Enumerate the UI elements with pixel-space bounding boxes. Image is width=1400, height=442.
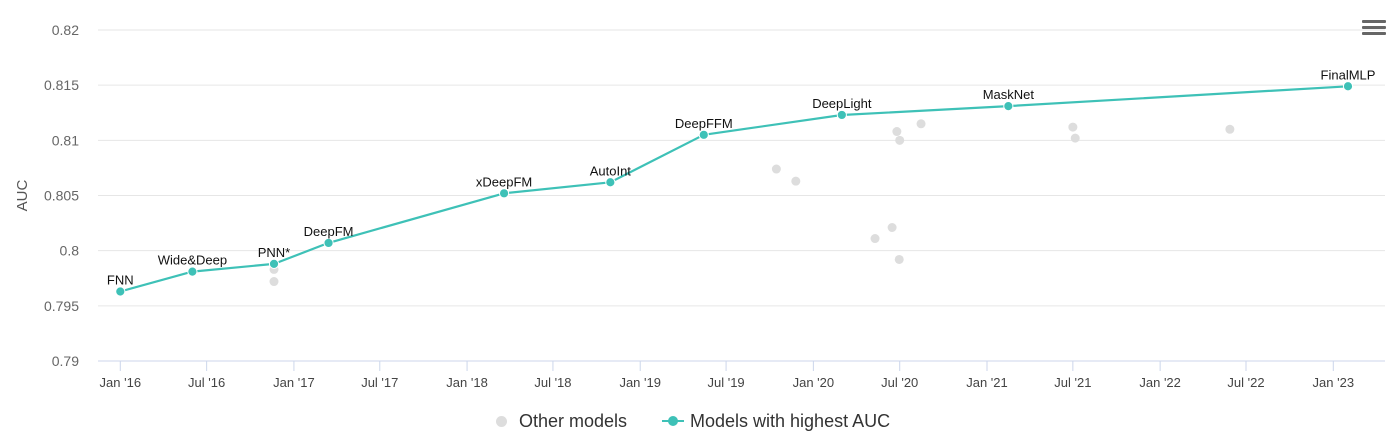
chart-menu-icon[interactable] bbox=[1362, 18, 1386, 40]
data-label: FNN bbox=[107, 272, 134, 287]
x-tick-label: Jul '21 bbox=[1054, 375, 1091, 390]
x-tick-label: Jan '18 bbox=[446, 375, 488, 390]
legend-symbol-other-models bbox=[496, 415, 507, 427]
x-tick-label: Jul '16 bbox=[188, 375, 225, 390]
x-tick-label: Jul '19 bbox=[707, 375, 744, 390]
data-label: MaskNet bbox=[983, 87, 1035, 102]
data-label: AutoInt bbox=[590, 163, 632, 178]
scatter-point-other-model bbox=[1225, 124, 1235, 134]
scatter-point-other-model bbox=[895, 135, 905, 145]
legend-symbol-highest-auc bbox=[662, 414, 684, 428]
scatter-point-other-model bbox=[892, 127, 902, 137]
data-label: DeepFFM bbox=[675, 116, 733, 131]
scatter-point-other-model bbox=[1068, 122, 1078, 132]
x-tick-label: Jan '19 bbox=[619, 375, 661, 390]
line-point-highest-auc bbox=[115, 286, 126, 297]
scatter-point-other-model bbox=[916, 119, 926, 129]
scatter-point-other-model bbox=[887, 222, 897, 232]
y-tick-label: 0.82 bbox=[52, 22, 79, 38]
series-line-highest-auc bbox=[120, 85, 1349, 293]
scatter-point-other-model bbox=[894, 254, 904, 264]
y-tick-label: 0.795 bbox=[44, 298, 79, 314]
data-label: xDeepFM bbox=[476, 174, 532, 189]
line-point-highest-auc bbox=[1342, 81, 1354, 92]
scatter-point-other-model bbox=[771, 164, 781, 174]
x-tick-label: Jul '18 bbox=[534, 375, 571, 390]
x-tick-label: Jan '21 bbox=[966, 375, 1008, 390]
legend-item-other-models[interactable]: Other models bbox=[496, 406, 627, 436]
data-label: FinalMLP bbox=[1321, 67, 1376, 82]
y-tick-label: 0.815 bbox=[44, 77, 79, 93]
line-point-highest-auc bbox=[498, 188, 510, 199]
x-tick-label: Jan '20 bbox=[793, 375, 835, 390]
y-tick-label: 0.79 bbox=[52, 353, 79, 369]
chart-plot: 0.79 0.795 0.8 0.805 0.81 0.815 0.82 Jan '16 Jul… bbox=[14, 22, 1385, 390]
y-tick-label: 0.805 bbox=[44, 188, 79, 204]
x-tick-label: Jan '22 bbox=[1139, 375, 1181, 390]
data-label: DeepFM bbox=[304, 224, 354, 239]
y-axis-title: AUC bbox=[14, 179, 31, 211]
data-label: DeepLight bbox=[812, 96, 872, 111]
legend-label-other-models: Other models bbox=[519, 410, 628, 431]
scatter-point-other-model bbox=[269, 277, 279, 287]
line-point-highest-auc bbox=[187, 266, 198, 277]
chart-legend: Other models Models with highest AUC bbox=[0, 406, 1400, 436]
line-point-highest-auc bbox=[698, 129, 709, 140]
legend-item-highest-auc[interactable]: Models with highest AUC bbox=[662, 406, 890, 436]
scatter-point-other-model bbox=[870, 234, 880, 244]
line-point-highest-auc bbox=[605, 177, 616, 188]
x-tick-label: Jan '17 bbox=[273, 375, 315, 390]
y-tick-label: 0.8 bbox=[60, 243, 80, 259]
x-tick-label: Jul '22 bbox=[1227, 375, 1264, 390]
data-label: PNN* bbox=[258, 245, 291, 260]
line-point-highest-auc bbox=[268, 258, 280, 270]
data-label: Wide&Deep bbox=[158, 253, 227, 268]
scatter-point-other-model bbox=[791, 176, 801, 186]
line-point-highest-auc bbox=[836, 109, 847, 121]
x-tick-label: Jan '16 bbox=[100, 375, 142, 390]
line-point-highest-auc bbox=[323, 237, 334, 249]
scatter-point-other-model bbox=[1070, 133, 1080, 143]
line-point-highest-auc bbox=[1003, 101, 1014, 112]
x-tick-label: Jan '23 bbox=[1313, 375, 1355, 390]
x-tick-label: Jul '20 bbox=[881, 375, 918, 390]
legend-label-highest-auc: Models with highest AUC bbox=[690, 410, 891, 431]
x-tick-label: Jul '17 bbox=[361, 375, 398, 390]
y-tick-label: 0.81 bbox=[52, 132, 79, 148]
